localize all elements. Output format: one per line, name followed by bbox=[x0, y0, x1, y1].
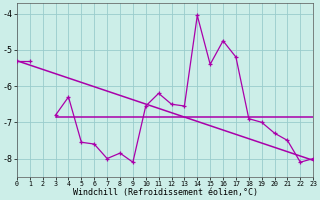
X-axis label: Windchill (Refroidissement éolien,°C): Windchill (Refroidissement éolien,°C) bbox=[73, 188, 258, 197]
